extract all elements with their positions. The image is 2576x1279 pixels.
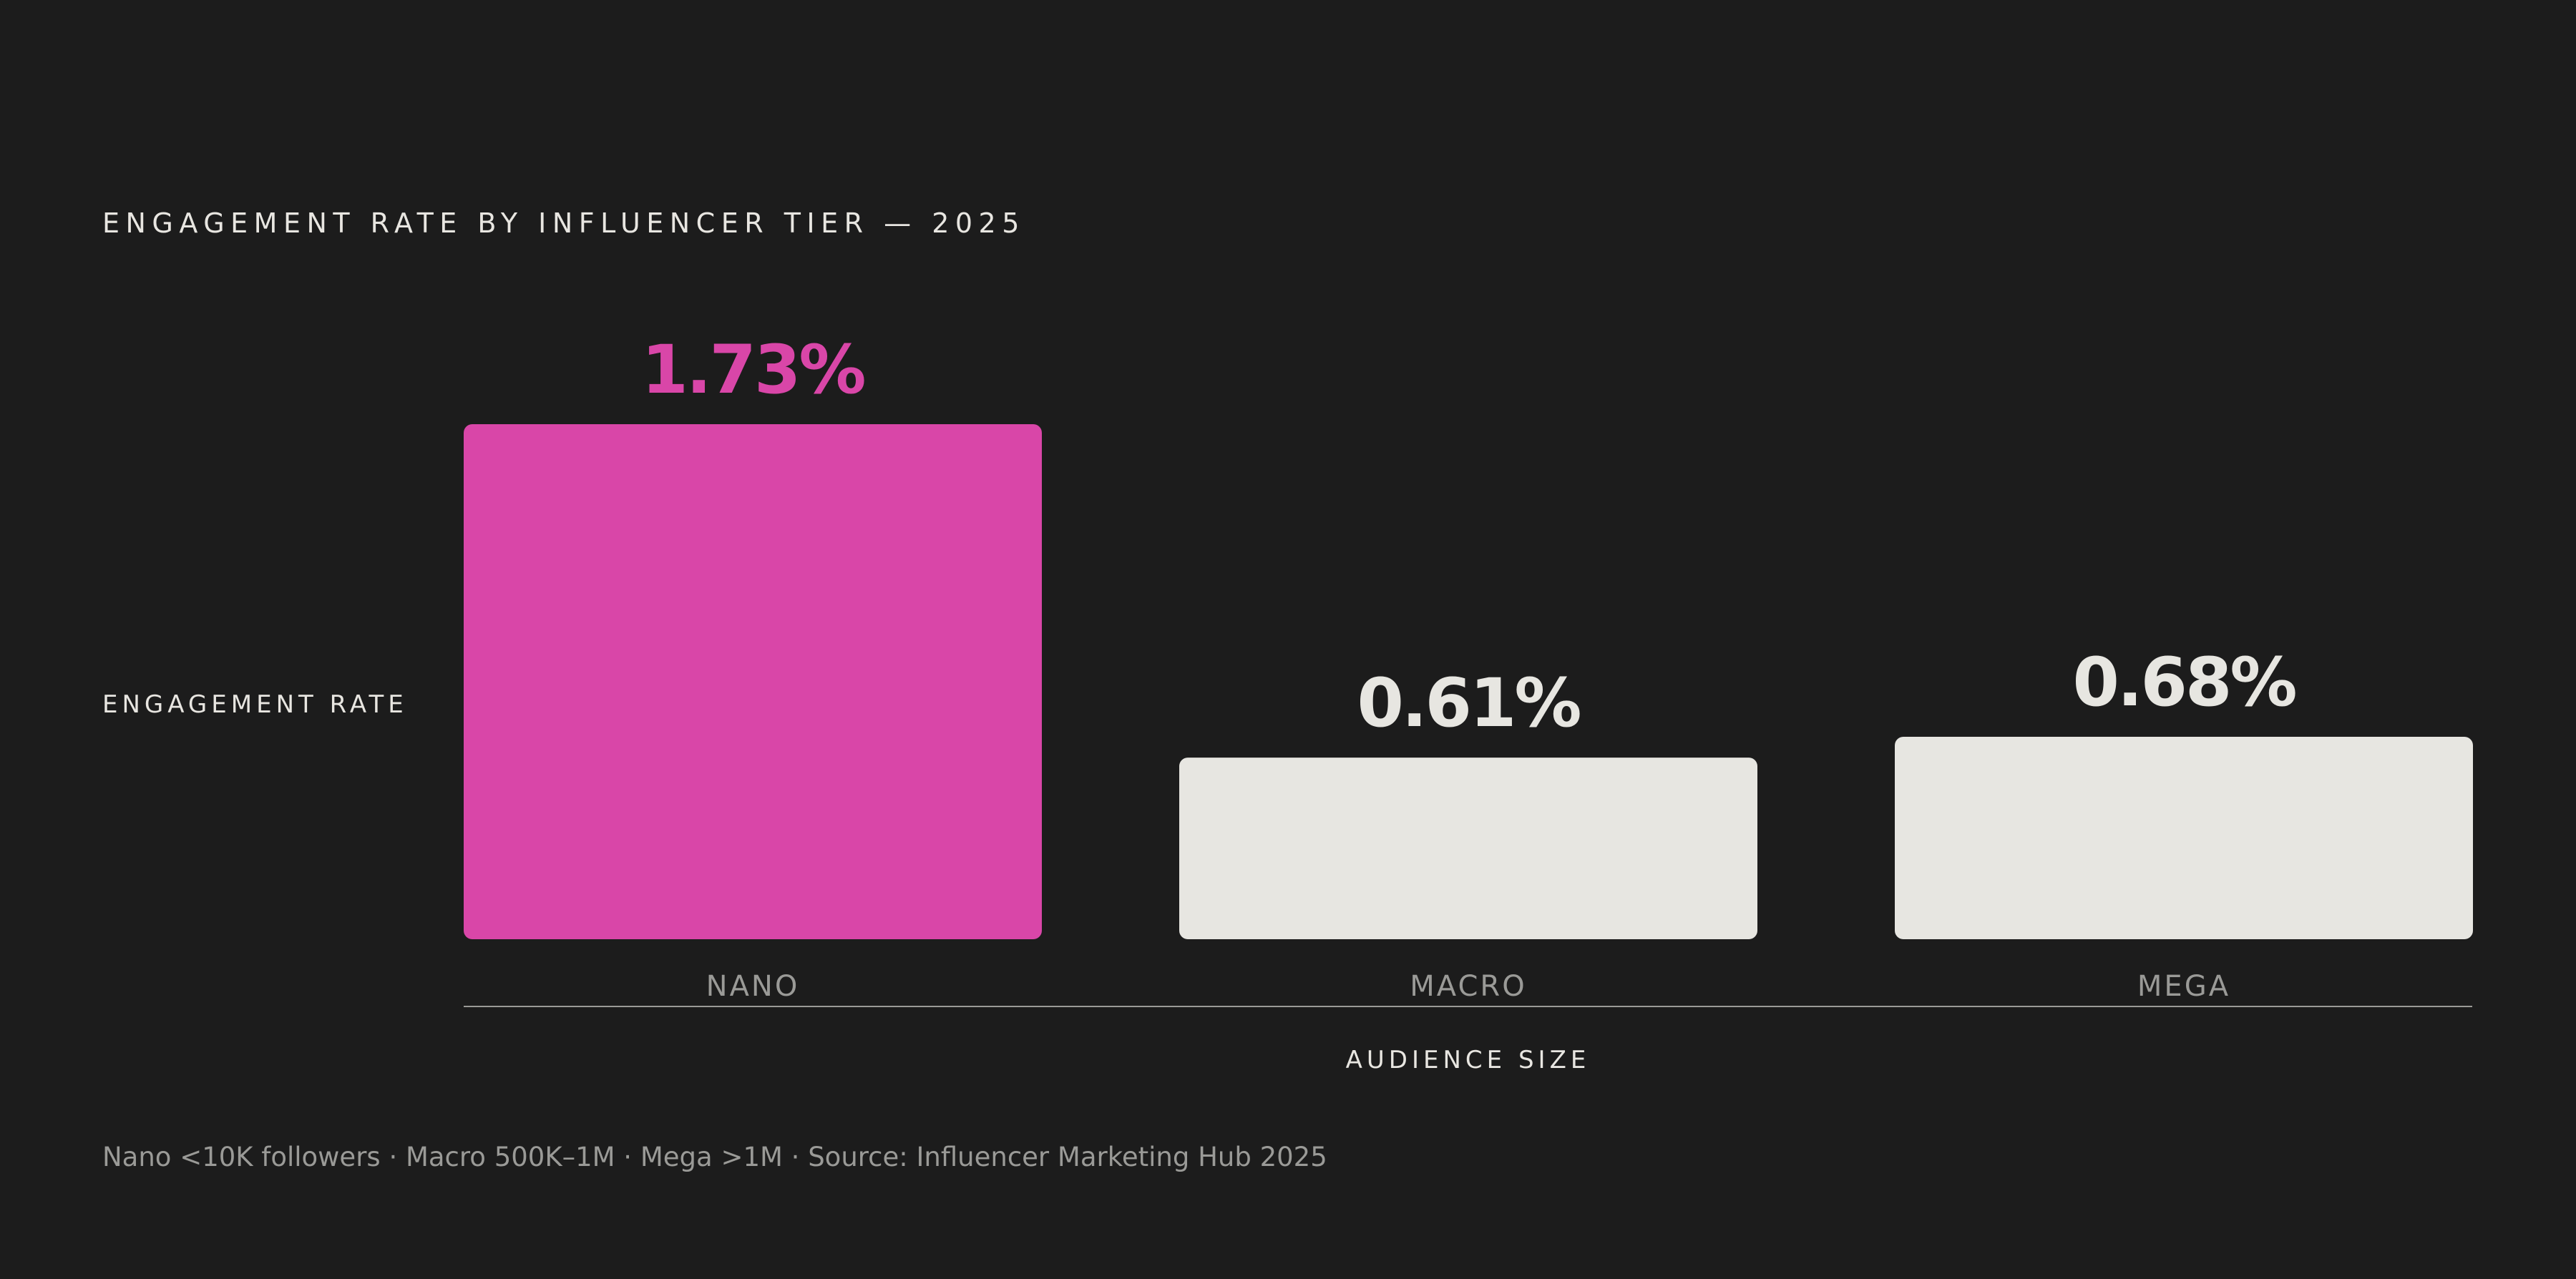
footnote: Nano <10K followers · Macro 500K–1M · Me… xyxy=(102,1142,1327,1172)
bar-nano xyxy=(464,424,1042,939)
bar-mega xyxy=(1895,736,2473,939)
x-axis-label: AUDIENCE SIZE xyxy=(1345,1046,1591,1074)
tick-label-mega: MEGA xyxy=(2137,970,2230,1003)
y-axis-label: ENGAGEMENT RATE xyxy=(102,690,408,719)
tick-label-nano: NANO xyxy=(706,970,800,1003)
chart-title: ENGAGEMENT RATE BY INFLUENCER TIER — 202… xyxy=(102,207,1025,239)
value-label-mega: 0.68% xyxy=(2072,644,2296,722)
value-label-nano: 1.73% xyxy=(641,331,864,409)
tick-label-macro: MACRO xyxy=(1410,970,1526,1003)
value-label-macro: 0.61% xyxy=(1357,665,1580,743)
bar-macro xyxy=(1179,758,1757,939)
bars-group: 1.73% NANO 0.61% MACRO 0.68% MEGA xyxy=(464,331,2473,1003)
